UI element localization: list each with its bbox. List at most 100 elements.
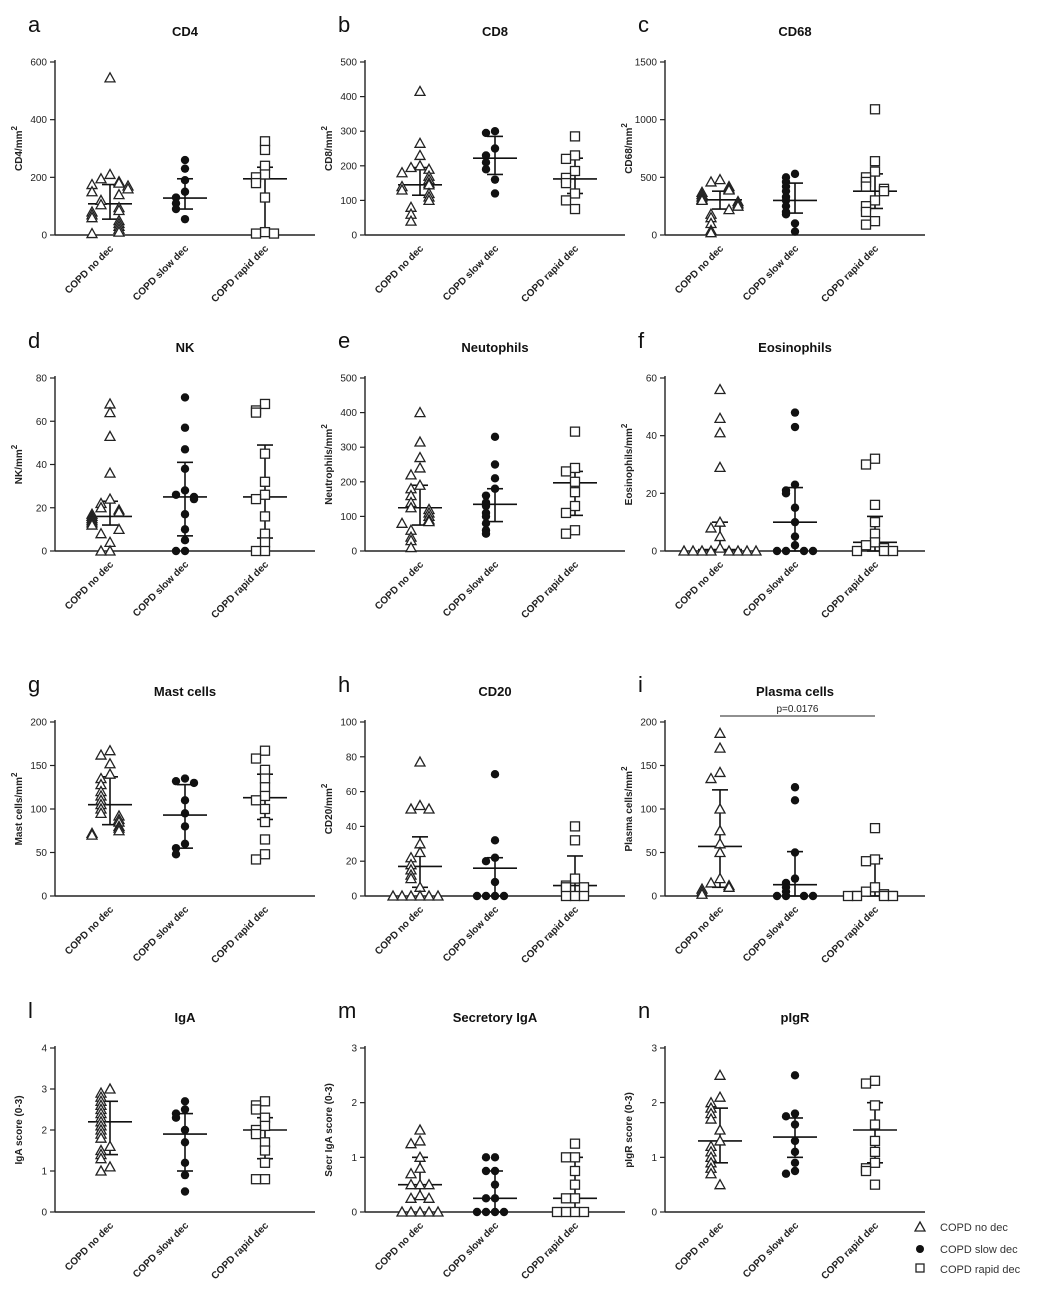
- data-point-square: [560, 528, 572, 539]
- data-point-triangle: [94, 807, 108, 818]
- data-point-triangle: [85, 185, 99, 197]
- data-point-triangle: [103, 757, 117, 769]
- data-point-circle: [180, 525, 190, 534]
- data-point-circle: [790, 480, 800, 489]
- data-point-triangle: [413, 435, 427, 447]
- data-point-circle: [180, 445, 190, 454]
- y-axis-label-superscript: 2: [620, 423, 629, 428]
- x-category-label: COPD no dec: [63, 1220, 116, 1273]
- x-category-label: COPD rapid dec: [820, 904, 882, 966]
- data-point-triangle: [713, 726, 727, 738]
- x-category-label: COPD slow dec: [131, 243, 191, 303]
- panel-b: b CD8 0 100 200 300 400 500 CD8/mm2 COPD no dec CO…: [320, 12, 625, 305]
- data-point-square: [569, 525, 581, 536]
- data-point-circle: [790, 517, 800, 527]
- y-tick-label: 4: [41, 1044, 47, 1055]
- group-square: [551, 1138, 597, 1218]
- data-point-triangle: [112, 225, 126, 237]
- data-point-triangle: [395, 889, 409, 901]
- data-point-triangle: [103, 1140, 117, 1152]
- x-category-label: COPD slow dec: [441, 904, 501, 964]
- data-point-square: [259, 160, 271, 171]
- data-point-square: [259, 528, 271, 539]
- y-tick-label: 200: [640, 718, 657, 729]
- data-point-triangle: [94, 748, 108, 760]
- data-point-square: [569, 1193, 581, 1204]
- x-category-label: COPD rapid dec: [520, 904, 582, 966]
- data-point-triangle: [413, 149, 427, 161]
- data-point-circle: [790, 874, 800, 883]
- data-point-circle: [490, 189, 500, 198]
- data-point-triangle: [713, 515, 727, 527]
- data-point-square: [259, 448, 271, 459]
- legend-circle-marker: [916, 1245, 924, 1253]
- data-point-triangle: [85, 828, 99, 840]
- x-category-label: COPD no dec: [373, 1220, 426, 1273]
- data-point-triangle: [85, 518, 99, 530]
- data-point-square: [878, 186, 890, 197]
- data-point-square: [860, 856, 872, 867]
- data-point-triangle: [413, 136, 427, 148]
- data-point-circle: [799, 891, 809, 901]
- data-point-square: [569, 1152, 581, 1163]
- group-circle: [473, 432, 517, 538]
- data-point-triangle: [112, 824, 126, 836]
- data-point-triangle: [713, 872, 727, 884]
- x-category-label: COPD slow dec: [131, 904, 191, 964]
- data-point-triangle: [103, 71, 117, 83]
- y-tick-label: 60: [36, 417, 48, 428]
- data-point-circle: [790, 1120, 800, 1129]
- y-axis-label-text: CD20/mm: [324, 788, 335, 834]
- data-point-square: [250, 1174, 262, 1185]
- data-point-triangle: [704, 876, 718, 888]
- data-point-square: [259, 545, 271, 557]
- data-point-square: [578, 882, 590, 893]
- data-point-circle: [790, 848, 800, 857]
- data-point-circle: [481, 891, 491, 901]
- data-point-square: [869, 528, 881, 539]
- data-point-circle: [781, 186, 791, 196]
- data-point-square: [578, 1206, 590, 1218]
- data-point-triangle: [713, 541, 727, 553]
- data-point-circle: [171, 843, 181, 853]
- panel-letter: e: [338, 328, 350, 353]
- data-point-triangle: [749, 544, 763, 556]
- data-point-square: [578, 890, 590, 902]
- data-point-circle: [180, 393, 190, 402]
- y-axis-label-superscript: 2: [320, 125, 329, 130]
- data-point-square: [259, 745, 271, 756]
- data-point-triangle: [404, 214, 418, 226]
- group-triangle: [395, 406, 442, 553]
- data-point-circle: [180, 796, 190, 805]
- group-triangle: [85, 397, 132, 556]
- y-axis-label: CD68/mm2: [620, 123, 635, 174]
- group-circle: [772, 408, 818, 556]
- data-point-square: [250, 1128, 262, 1140]
- data-point-square: [569, 873, 581, 884]
- y-tick-label: 300: [340, 127, 357, 138]
- data-point-square: [869, 499, 881, 511]
- data-point-circle: [481, 158, 491, 167]
- data-point-triangle: [94, 172, 108, 184]
- data-point-triangle: [404, 889, 418, 901]
- data-point-square: [569, 165, 581, 177]
- group-triangle: [677, 383, 763, 556]
- y-axis-label: Plasma cells/mm2: [620, 766, 635, 852]
- y-tick-label: 500: [640, 173, 657, 184]
- data-point-circle: [180, 423, 190, 432]
- y-axis-label: NK/mm2: [10, 444, 25, 484]
- data-point-triangle: [404, 161, 418, 173]
- data-point-triangle: [413, 478, 427, 490]
- data-point-circle: [180, 187, 190, 196]
- data-point-triangle: [431, 1205, 445, 1217]
- data-point-triangle: [413, 451, 427, 463]
- data-point-circle: [180, 1158, 190, 1168]
- data-point-triangle: [677, 544, 691, 556]
- panel-title: CD8: [482, 24, 508, 39]
- data-point-square: [259, 511, 271, 522]
- data-point-square: [259, 1145, 271, 1156]
- panel-letter: i: [638, 672, 643, 697]
- data-point-circle: [171, 776, 181, 786]
- data-point-triangle: [386, 889, 400, 901]
- data-point-square: [259, 782, 271, 793]
